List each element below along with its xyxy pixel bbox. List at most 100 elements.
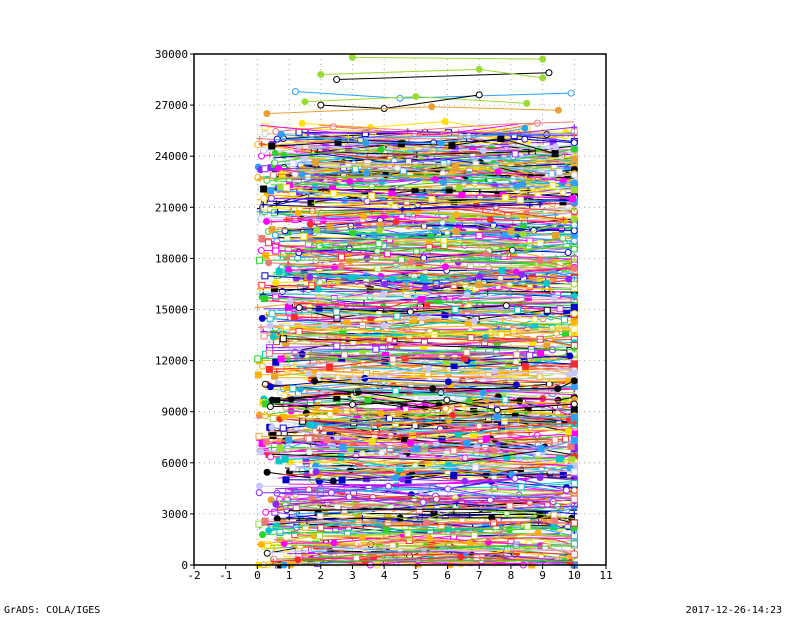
series-marker (388, 190, 396, 198)
series-marker (298, 467, 306, 475)
series-marker (392, 474, 400, 482)
series-marker (570, 179, 578, 187)
series-marker (570, 280, 578, 288)
series-marker (274, 164, 282, 172)
series-marker (570, 400, 578, 408)
series-marker (458, 191, 466, 199)
series-marker (258, 314, 266, 322)
series-marker (543, 342, 551, 350)
series-line (263, 103, 562, 118)
series-marker (451, 306, 459, 314)
series-marker (361, 549, 369, 557)
series-marker (296, 283, 304, 291)
series-marker (282, 323, 290, 331)
series-marker (570, 360, 578, 368)
series-marker (331, 263, 339, 271)
series-marker (391, 203, 399, 211)
series-marker (311, 200, 318, 207)
series-marker (529, 339, 537, 347)
series-marker (399, 167, 407, 175)
series-marker (440, 236, 448, 244)
series-marker (559, 189, 567, 197)
series-marker (273, 176, 280, 183)
series-line (319, 458, 575, 465)
series-marker (521, 368, 529, 376)
series-path (280, 264, 560, 274)
series-marker (305, 234, 313, 242)
series-marker (470, 317, 478, 325)
series-marker (262, 508, 270, 516)
series-marker (512, 541, 520, 549)
series-marker (257, 448, 265, 456)
series-path (285, 473, 564, 481)
x-tick-label: 0 (254, 569, 261, 582)
series-marker (445, 186, 453, 194)
series-line (291, 161, 578, 183)
series-marker (295, 249, 303, 257)
series-marker (469, 190, 477, 198)
series-marker (397, 433, 404, 440)
series-marker (369, 554, 377, 562)
series-marker (479, 389, 487, 397)
series-marker (570, 292, 578, 300)
series-marker (394, 409, 402, 417)
series-marker (320, 322, 328, 330)
series-marker (254, 304, 261, 311)
series-marker (311, 377, 319, 385)
series-marker (570, 264, 578, 272)
series-marker (399, 454, 407, 462)
series-marker (261, 412, 269, 420)
series-marker (570, 430, 578, 438)
series-marker (404, 529, 412, 537)
series-line (272, 232, 534, 252)
series-marker (333, 433, 341, 441)
series-marker (256, 208, 263, 215)
series-line (275, 267, 506, 282)
series-line (257, 528, 542, 549)
series-marker (430, 510, 438, 518)
series-marker (476, 272, 484, 280)
series-line (289, 463, 578, 476)
series-marker (570, 171, 578, 179)
series-marker (556, 508, 563, 515)
series-marker (389, 211, 396, 218)
series-path (298, 211, 565, 222)
series-marker (389, 355, 397, 363)
series-line (255, 474, 570, 497)
series-marker (426, 535, 434, 543)
series-line (348, 53, 547, 63)
series-marker (305, 435, 313, 443)
series-marker (435, 400, 443, 408)
series-marker (265, 527, 273, 535)
series-marker (428, 103, 436, 111)
series-marker (261, 130, 269, 138)
series-line (319, 236, 575, 248)
series-marker (326, 363, 334, 371)
series-marker (482, 333, 490, 341)
series-path (317, 421, 572, 434)
series-marker (568, 195, 576, 203)
series-marker (317, 101, 325, 109)
series-marker (455, 140, 462, 147)
series-marker (518, 271, 526, 279)
series-marker (397, 256, 405, 264)
series-path (274, 133, 575, 141)
series-marker (306, 220, 314, 228)
series-marker (463, 348, 471, 356)
series-marker (543, 306, 551, 314)
series-marker (301, 98, 309, 106)
series-marker (402, 281, 410, 289)
series-marker (270, 558, 277, 565)
series-line (261, 517, 559, 527)
series-path (288, 439, 575, 450)
series-marker (570, 468, 578, 476)
series-marker (408, 431, 416, 439)
series-marker (556, 305, 564, 313)
series-marker (392, 218, 400, 226)
series-marker (363, 197, 371, 205)
series-path (319, 236, 575, 248)
series-marker (562, 486, 570, 494)
series-marker (261, 123, 269, 131)
series-marker (283, 355, 291, 363)
series-line (268, 306, 568, 324)
